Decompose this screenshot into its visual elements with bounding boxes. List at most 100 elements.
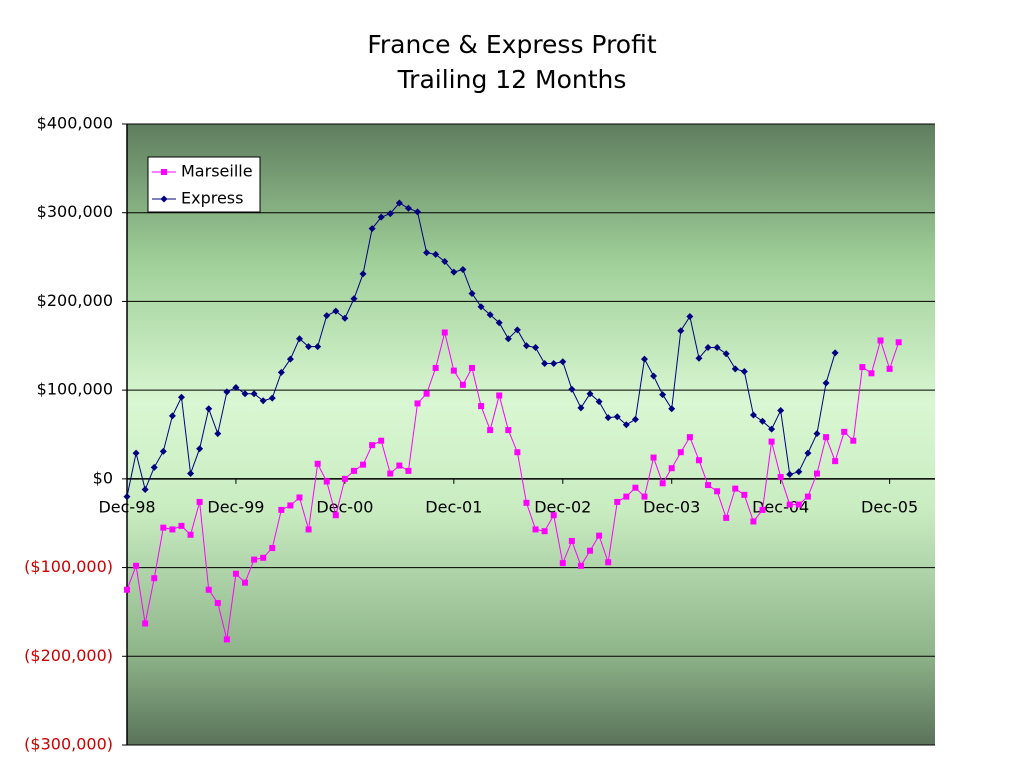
data-point — [259, 397, 267, 405]
data-point — [269, 545, 276, 552]
data-point — [596, 532, 603, 539]
data-point — [187, 531, 194, 538]
data-point — [241, 390, 249, 398]
data-point — [305, 343, 313, 351]
y-tick-label: ($100,000) — [24, 557, 113, 576]
data-point — [550, 360, 558, 368]
data-point — [723, 514, 730, 521]
data-point — [232, 383, 240, 391]
data-point — [768, 425, 776, 433]
data-point — [568, 537, 575, 544]
data-point — [822, 379, 830, 387]
data-point — [686, 434, 693, 441]
data-point — [659, 480, 666, 487]
data-point — [613, 413, 621, 421]
data-point — [360, 461, 367, 468]
data-point — [759, 506, 766, 513]
data-point — [268, 394, 276, 402]
x-tick-label: Dec-01 — [425, 497, 482, 516]
data-point — [405, 467, 412, 474]
legend-label: Marseille — [181, 162, 253, 181]
data-point — [813, 470, 820, 477]
x-tick-label: Dec-99 — [207, 497, 264, 516]
data-point — [677, 449, 684, 456]
data-point — [169, 526, 176, 533]
y-tick-label: $100,000 — [37, 380, 113, 399]
data-point — [478, 403, 485, 410]
data-point — [350, 295, 358, 303]
data-point — [714, 488, 721, 495]
data-point — [604, 414, 612, 422]
data-point — [396, 462, 403, 469]
data-point — [459, 381, 466, 388]
data-point — [632, 484, 639, 491]
legend-box — [147, 156, 261, 213]
data-point — [359, 270, 367, 278]
data-point — [505, 427, 512, 434]
data-point — [168, 412, 176, 420]
data-point — [568, 385, 576, 393]
x-tick-label: Dec-00 — [316, 497, 373, 516]
data-point — [823, 434, 830, 441]
data-point — [686, 313, 694, 321]
data-point — [277, 368, 285, 376]
data-point — [150, 463, 158, 471]
data-point — [550, 512, 557, 519]
data-point — [777, 407, 785, 415]
data-point — [750, 518, 757, 525]
data-point — [160, 524, 167, 531]
data-point — [332, 512, 339, 519]
data-point — [513, 326, 521, 334]
data-point — [341, 475, 348, 482]
data-point — [323, 478, 330, 485]
data-point — [705, 482, 712, 489]
data-point — [841, 428, 848, 435]
data-point — [768, 438, 775, 445]
legend-marker — [160, 195, 168, 203]
data-point — [404, 204, 412, 212]
data-point — [423, 249, 431, 257]
data-point — [523, 499, 530, 506]
data-point — [432, 250, 440, 258]
data-point — [831, 349, 839, 357]
data-point — [732, 485, 739, 492]
x-tick-label: Dec-03 — [643, 497, 700, 516]
data-point — [468, 364, 475, 371]
data-point — [614, 498, 621, 505]
data-point — [133, 562, 140, 569]
data-point — [886, 365, 893, 372]
data-point — [214, 430, 222, 438]
data-point — [704, 344, 712, 352]
data-point — [386, 210, 394, 218]
data-point — [132, 449, 140, 457]
data-point — [223, 388, 231, 396]
data-point — [414, 208, 422, 216]
data-point — [777, 474, 784, 481]
data-point — [177, 393, 185, 401]
data-point — [250, 390, 258, 398]
y-tick-label: $0 — [93, 468, 113, 487]
data-point — [296, 494, 303, 501]
data-point — [196, 445, 204, 453]
data-point — [731, 365, 739, 373]
data-point — [486, 311, 494, 319]
data-point — [178, 522, 185, 529]
data-point — [522, 342, 530, 350]
data-point — [187, 470, 195, 478]
data-point — [695, 457, 702, 464]
data-point — [159, 447, 167, 455]
data-point — [668, 465, 675, 472]
data-point — [504, 335, 512, 343]
x-tick-label: Dec-98 — [98, 497, 155, 516]
data-point — [459, 265, 467, 273]
data-point — [577, 562, 584, 569]
data-point — [432, 364, 439, 371]
data-point — [514, 449, 521, 456]
data-point — [287, 502, 294, 509]
data-point — [759, 417, 767, 425]
data-point — [350, 467, 357, 474]
data-point — [369, 442, 376, 449]
data-point — [341, 314, 349, 322]
data-point — [450, 268, 458, 276]
